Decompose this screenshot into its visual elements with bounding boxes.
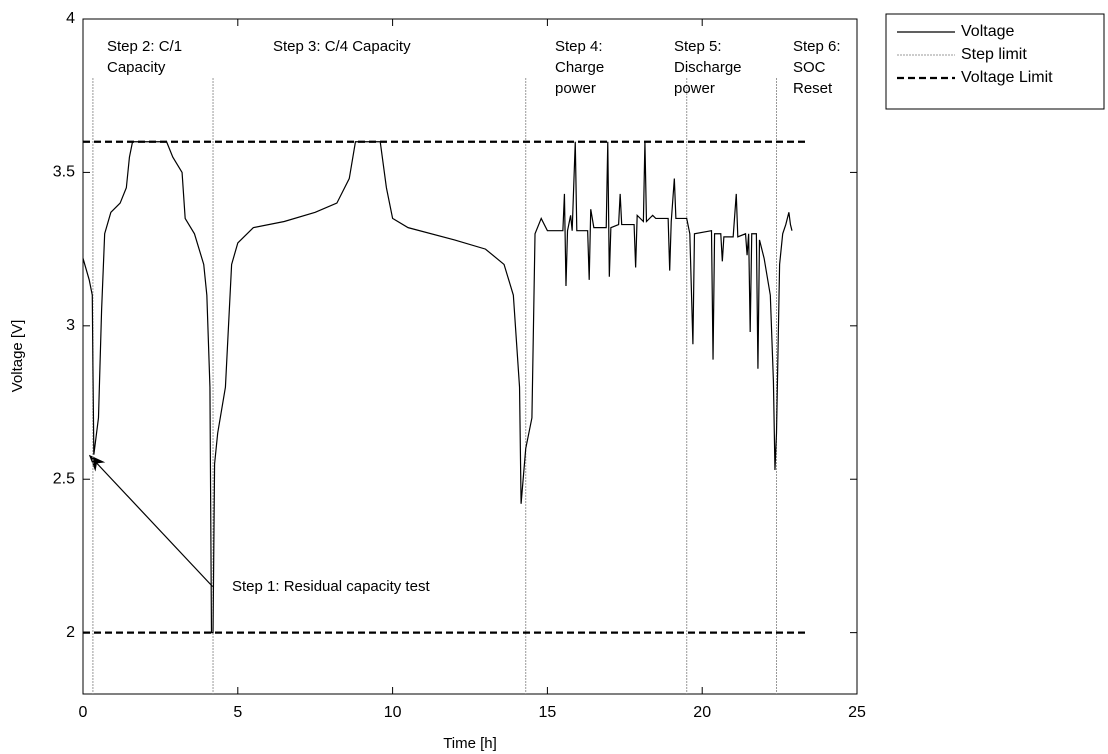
- step-label: SOC: [793, 59, 826, 76]
- x-tick-label: 0: [79, 704, 88, 721]
- x-tick-label: 15: [539, 704, 557, 721]
- step-label: Discharge: [674, 59, 742, 76]
- step-label: Capacity: [107, 59, 166, 76]
- voltage-line: [82, 141, 793, 634]
- y-tick-label: 4: [66, 10, 75, 27]
- step-label: Step 2: C/1: [107, 38, 182, 55]
- step-label: Reset: [793, 80, 833, 97]
- step-label: power: [555, 80, 596, 97]
- plot-frame: [82, 18, 858, 695]
- x-tick-label: 10: [384, 704, 402, 721]
- step-label: Step 4:: [555, 38, 603, 55]
- legend-label: Voltage: [961, 23, 1014, 40]
- annotation: Step 1: Residual capacity test: [232, 578, 430, 595]
- x-tick-label: 20: [693, 704, 711, 721]
- x-tick-label: 25: [848, 704, 866, 721]
- legend-label: Step limit: [961, 46, 1027, 63]
- legend: [885, 13, 1105, 110]
- y-tick-label: 2: [66, 624, 75, 641]
- step-label: Step 6:: [793, 38, 841, 55]
- x-axis-label: Time [h]: [443, 735, 497, 752]
- step-label: power: [674, 80, 715, 97]
- y-tick-label: 3: [66, 317, 75, 334]
- y-axis-label: Voltage [V]: [9, 320, 26, 393]
- step-label: Charge: [555, 59, 604, 76]
- step-label: Step 3: C/4 Capacity: [273, 38, 411, 55]
- legend-label: Voltage Limit: [961, 69, 1053, 86]
- x-tick-label: 5: [233, 704, 242, 721]
- y-tick-label: 2.5: [53, 470, 75, 487]
- step-label: Step 5:: [674, 38, 722, 55]
- y-tick-label: 3.5: [53, 164, 75, 181]
- annotation-arrow: [88, 454, 214, 588]
